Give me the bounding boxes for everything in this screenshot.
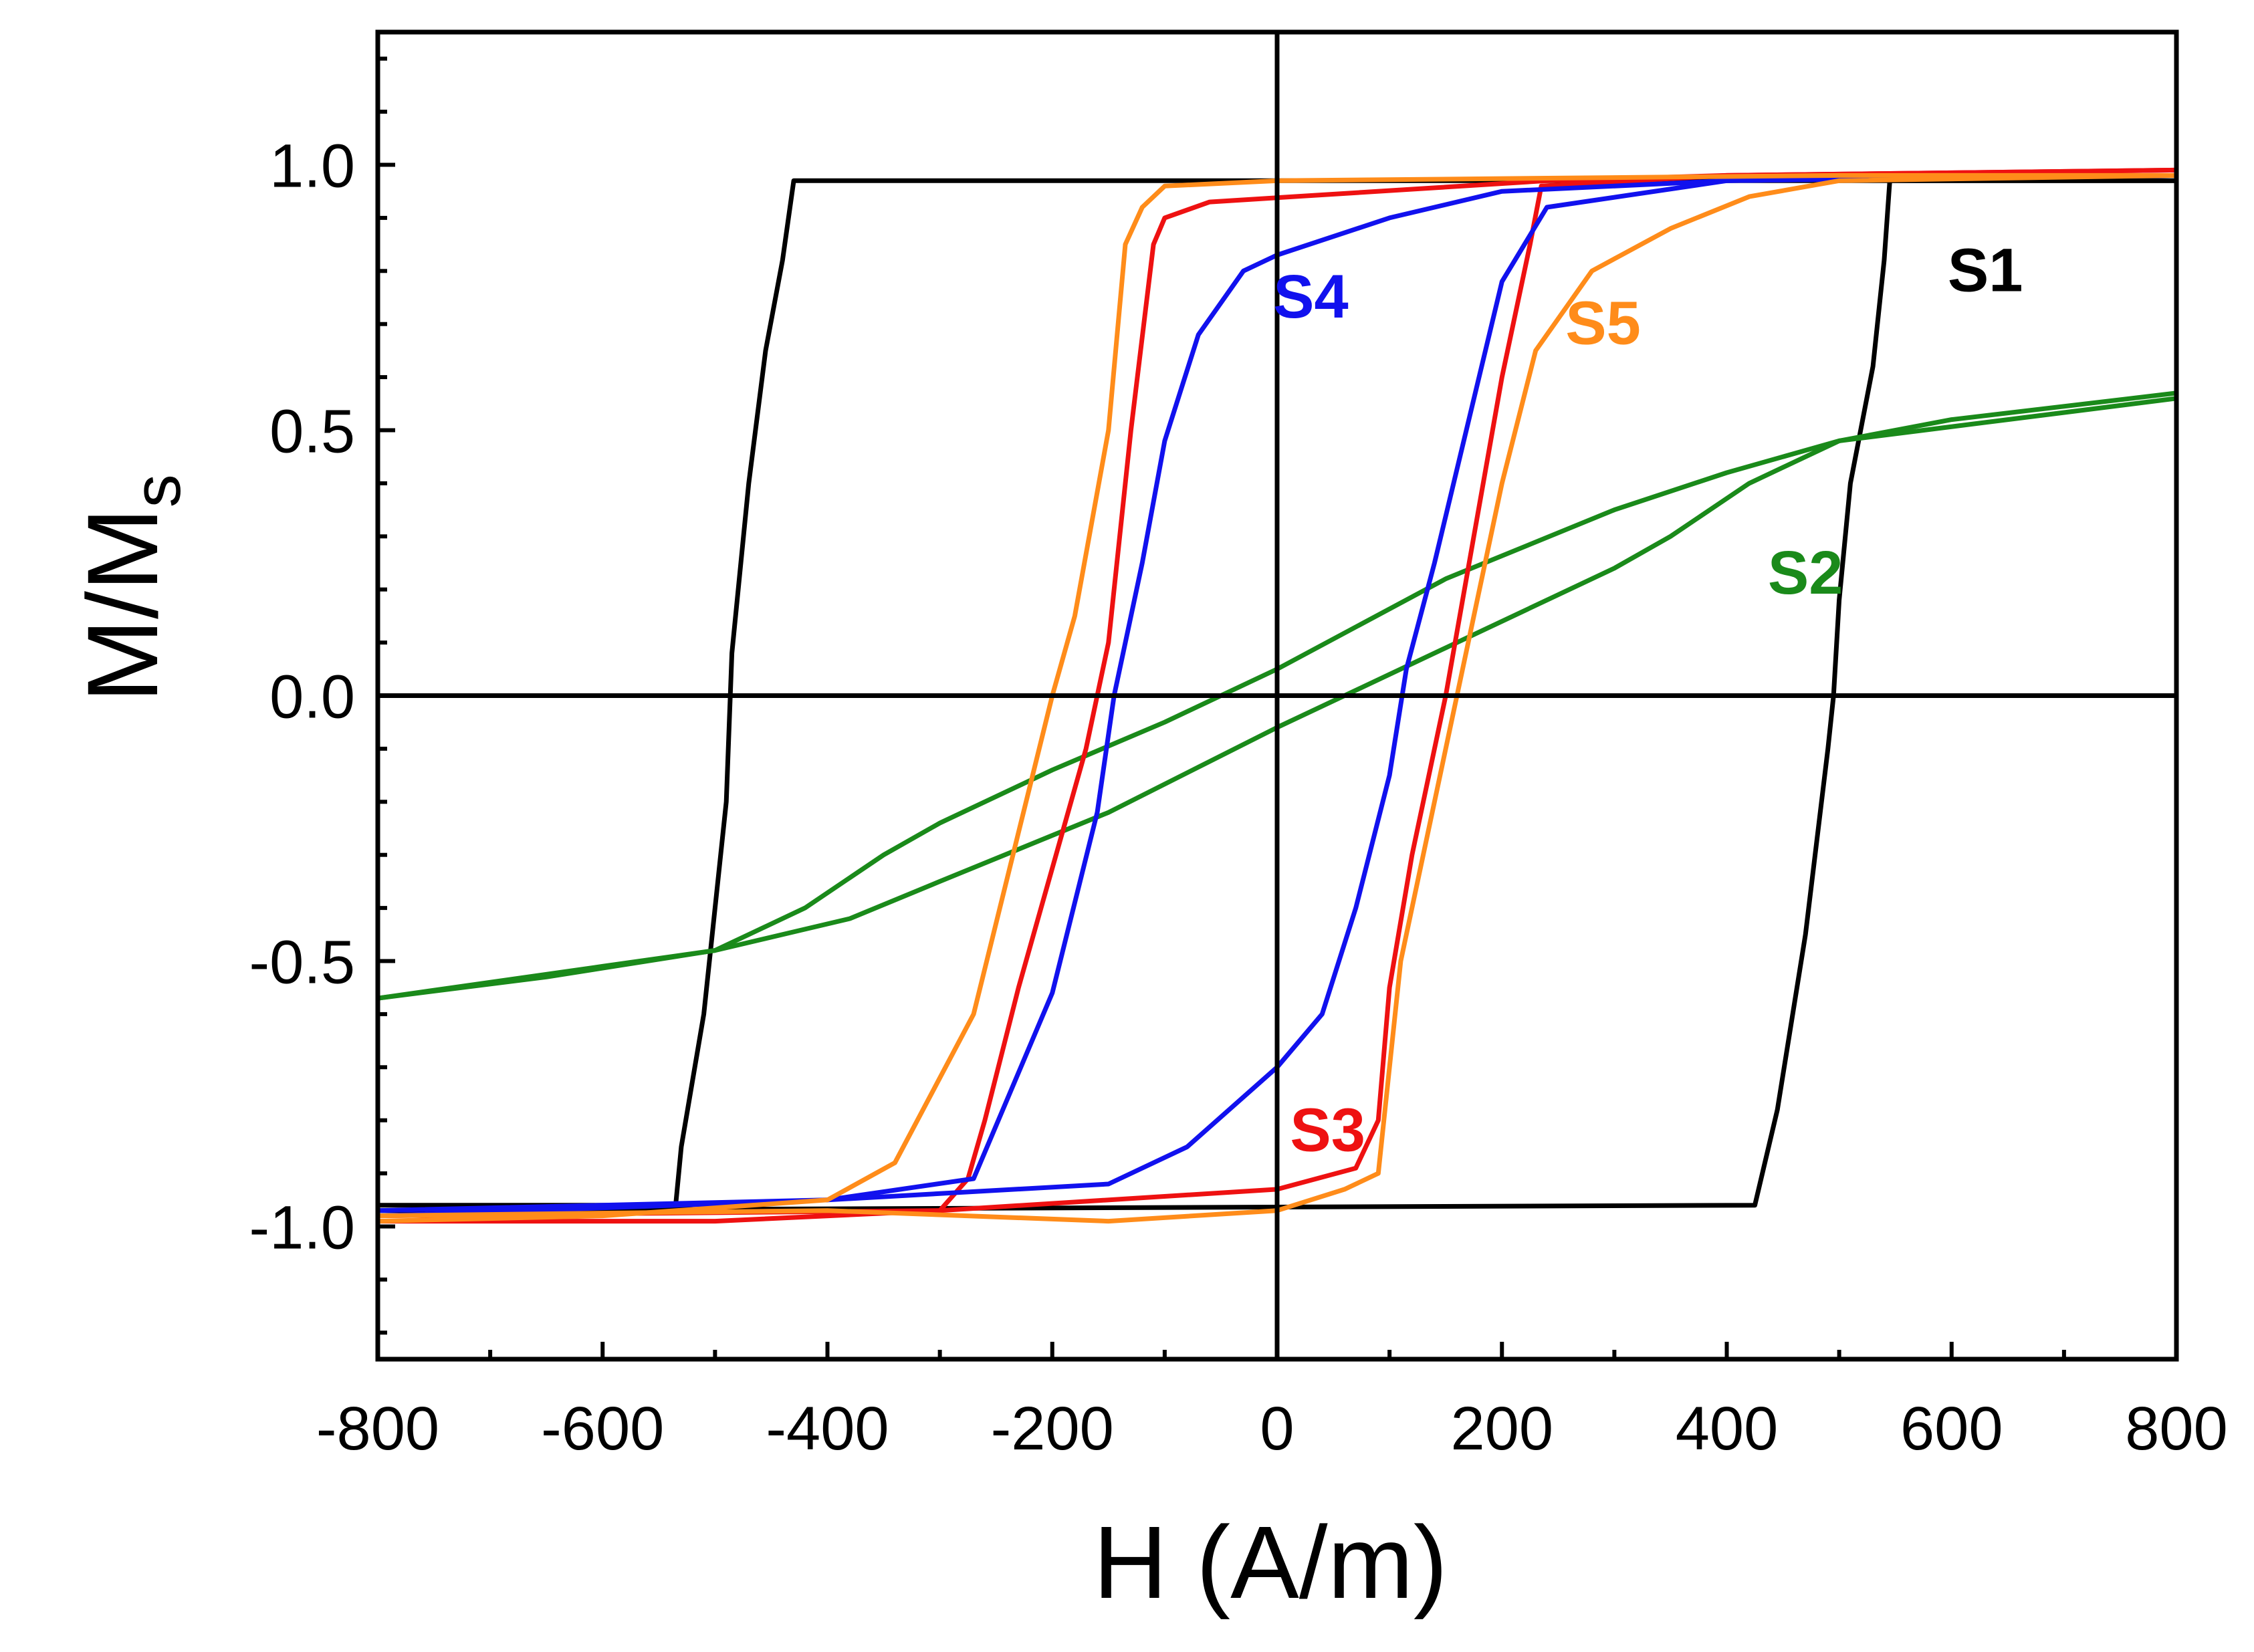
x-tick-label: 200 (1451, 1395, 1554, 1463)
y-axis-label: M/Ms (66, 474, 195, 703)
series-label-s1: S1 (1948, 236, 2023, 304)
y-tick-label: 1.0 (269, 132, 355, 201)
series-s4-ascending-branch (378, 172, 2176, 1213)
y-axis-label-main: M/M (66, 507, 179, 703)
series-label-s2: S2 (1768, 539, 1843, 607)
x-tick-label: -200 (991, 1395, 1114, 1463)
x-tick-label: 600 (1900, 1395, 2003, 1463)
x-tick-label: -800 (316, 1395, 439, 1463)
axes-layer (375, 29, 2179, 1362)
y-tick-label: 0.5 (269, 398, 355, 466)
series-label-s5: S5 (1565, 289, 1641, 358)
y-tick-label: -0.5 (249, 929, 355, 997)
series-label-s4: S4 (1273, 263, 1349, 331)
y-tick-label: 0.0 (269, 663, 355, 731)
x-tick-label: -600 (541, 1395, 664, 1463)
x-axis-label: H (A/m) (1093, 1505, 1448, 1620)
series-s3-ascending-branch (378, 167, 2176, 1219)
x-tick-label: 800 (2125, 1395, 2228, 1463)
svg-text:M/Ms: M/Ms (66, 474, 195, 703)
series-s4-descending-branch (378, 172, 2176, 1219)
x-tick-label: 0 (1260, 1395, 1294, 1463)
y-tick-label: -1.0 (249, 1194, 355, 1262)
series-label-s3: S3 (1290, 1096, 1365, 1165)
series-s5-descending-branch (378, 172, 2176, 1224)
x-tick-label: -400 (766, 1395, 889, 1463)
series-s2-ascending-branch (378, 396, 2176, 1001)
series-s2-descending-branch (378, 390, 2176, 1001)
labels-layer: -800 -600 -400 -200 0 200 400 600 800 -1.0 -0.5 0.0… (249, 132, 2227, 1463)
y-axis-label-subscript: s (120, 474, 195, 507)
x-tick-label: 400 (1676, 1395, 1779, 1463)
